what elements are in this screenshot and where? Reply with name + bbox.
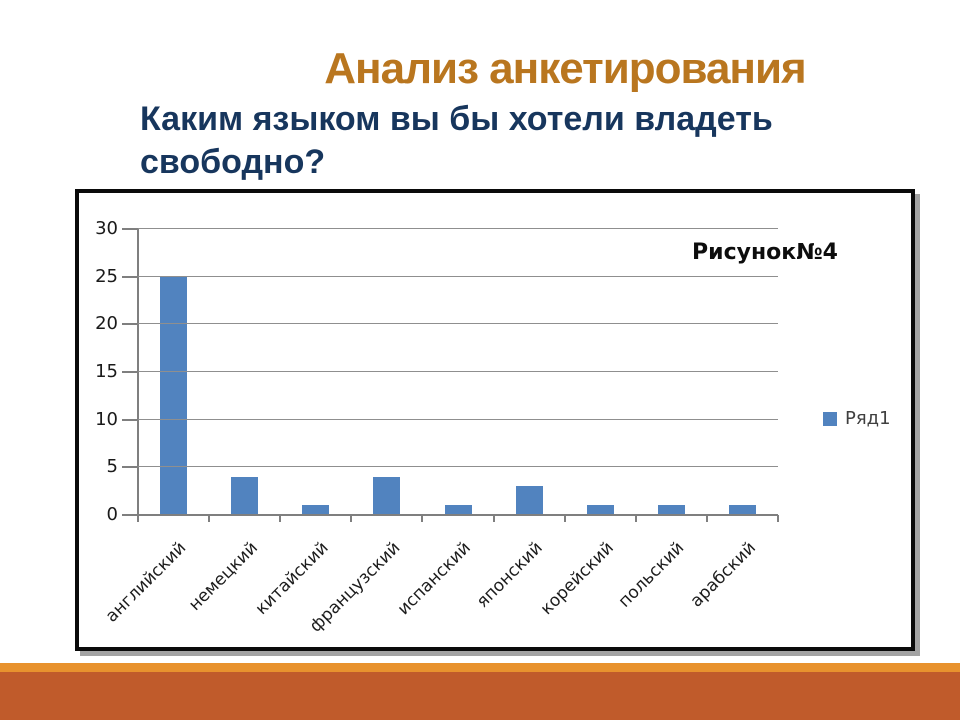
bar-английский — [160, 276, 188, 515]
x-axis-label: корейский — [536, 538, 618, 620]
bar-польский — [657, 505, 685, 515]
chart-legend: Ряд1 — [823, 408, 891, 429]
bar-корейский — [586, 505, 614, 515]
y-tick-mark — [122, 228, 138, 230]
chart-frame: арабский польский корейский японский испанск… — [75, 189, 915, 651]
x-axis-label: японский — [472, 538, 547, 612]
y-axis-label: 30 — [95, 218, 118, 239]
y-gridline-20 — [138, 323, 778, 325]
x-tick-mark — [705, 515, 708, 522]
x-axis-line — [138, 514, 778, 516]
y-gridline-10 — [138, 418, 778, 420]
bar-немецкий — [231, 476, 259, 515]
y-axis-label: 10 — [95, 408, 118, 430]
y-axis-label: 0 — [106, 504, 118, 525]
x-axis-label: английский — [102, 538, 191, 627]
footer-band — [0, 672, 960, 720]
y-tick-mark — [122, 418, 138, 421]
bar-японский — [515, 486, 543, 515]
y-gridline-30 — [138, 228, 778, 229]
y-gridline-25 — [138, 275, 778, 277]
x-axis-label: испанский — [393, 538, 476, 620]
x-axis-label: арабский — [686, 538, 760, 612]
x-tick-mark — [350, 515, 353, 522]
x-tick-mark — [492, 515, 495, 522]
y-axis-label: 5 — [106, 456, 118, 478]
x-tick-mark — [208, 515, 211, 522]
bar-арабский — [728, 505, 756, 515]
x-axis-label: немецкий — [184, 538, 262, 615]
x-axis-label: польский — [614, 538, 689, 612]
x-tick-mark — [421, 515, 424, 522]
y-tick-mark — [122, 275, 138, 278]
question-line-1: Каким языком вы бы хотели владеть — [140, 100, 773, 138]
x-tick-mark — [777, 515, 779, 522]
y-tick-mark — [122, 514, 138, 516]
legend-swatch — [823, 411, 837, 426]
y-tick-mark — [122, 466, 138, 469]
y-axis-label: 15 — [95, 361, 118, 382]
question-text: Каким языком вы бы хотели владеть свобод… — [140, 98, 820, 184]
x-tick-mark — [563, 515, 566, 522]
y-axis-label: 20 — [95, 313, 118, 335]
slide-title: Анализ анкетирования — [324, 44, 806, 93]
x-tick-mark — [279, 515, 282, 522]
footer-accent-strip — [0, 663, 960, 672]
bar-французский — [373, 476, 401, 515]
y-tick-mark — [122, 323, 138, 326]
chart-figure-label: Рисунок№4 — [692, 240, 838, 265]
question-line-2: свободно? — [140, 143, 326, 181]
bar-китайский — [302, 505, 330, 515]
y-tick-mark — [122, 371, 138, 373]
y-gridline-15 — [138, 371, 778, 372]
y-axis-label: 25 — [95, 265, 118, 287]
y-axis-line — [137, 229, 139, 522]
bar-chart: арабский польский корейский японский испанск… — [79, 193, 911, 647]
legend-label: Ряд1 — [845, 408, 891, 429]
bar-испанский — [444, 505, 472, 515]
x-tick-mark — [634, 515, 637, 522]
y-gridline-5 — [138, 466, 778, 468]
